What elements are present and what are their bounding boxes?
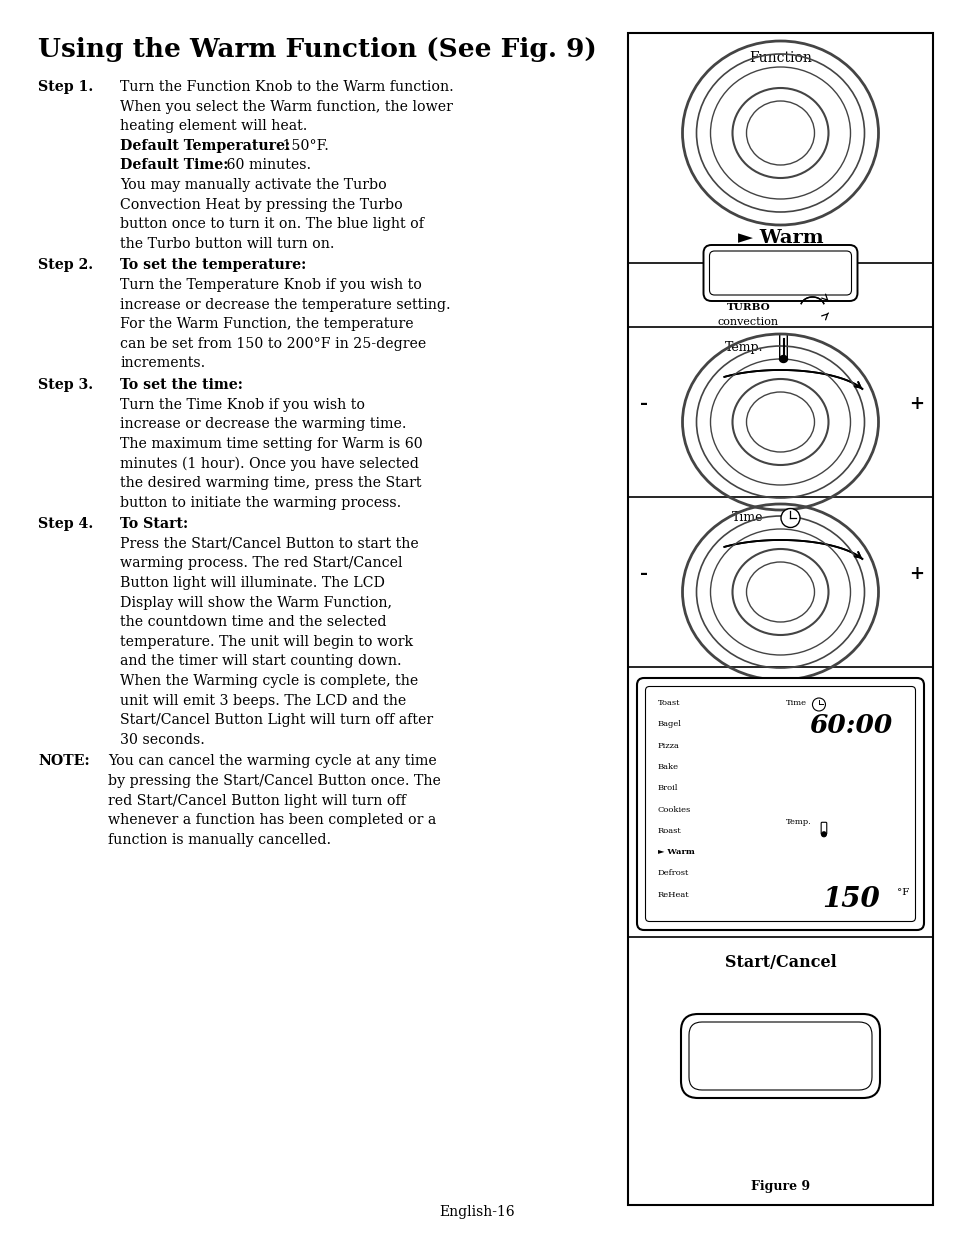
Text: 30 seconds.: 30 seconds.: [120, 732, 205, 747]
Bar: [627, 33, 932, 1205]
Text: Turn the Time Knob if you wish to: Turn the Time Knob if you wish to: [120, 398, 365, 411]
Text: Using the Warm Function (See Fig. 9): Using the Warm Function (See Fig. 9): [38, 37, 597, 62]
Text: Press the Start/Cancel Button to start the: Press the Start/Cancel Button to start t…: [120, 537, 418, 551]
Text: Pizza: Pizza: [658, 741, 679, 750]
Text: NOTE:: NOTE:: [38, 755, 90, 768]
Text: Step 3.: Step 3.: [38, 378, 93, 391]
FancyBboxPatch shape: [680, 1014, 879, 1098]
Ellipse shape: [821, 832, 825, 837]
Text: To Start:: To Start:: [120, 517, 188, 531]
Text: Turn the Temperature Knob if you wish to: Turn the Temperature Knob if you wish to: [120, 278, 421, 291]
Text: and the timer will start counting down.: and the timer will start counting down.: [120, 655, 401, 668]
FancyBboxPatch shape: [779, 333, 786, 358]
Text: Step 4.: Step 4.: [38, 517, 93, 531]
Text: temperature. The unit will begin to work: temperature. The unit will begin to work: [120, 635, 413, 648]
FancyBboxPatch shape: [709, 251, 851, 295]
Text: whenever a function has been completed or a: whenever a function has been completed o…: [108, 813, 436, 827]
Text: Toast: Toast: [658, 699, 679, 706]
Text: Broil: Broil: [658, 784, 678, 792]
Text: Bagel: Bagel: [658, 720, 681, 729]
Text: ReHeat: ReHeat: [658, 890, 689, 899]
Text: English-16: English-16: [438, 1205, 515, 1219]
Text: red Start/Cancel Button light will turn off: red Start/Cancel Button light will turn …: [108, 794, 406, 808]
Text: Turn the Function Knob to the Warm function.: Turn the Function Knob to the Warm funct…: [120, 80, 454, 94]
Text: increase or decrease the warming time.: increase or decrease the warming time.: [120, 417, 406, 431]
Text: Function: Function: [748, 51, 811, 65]
Text: Time: Time: [785, 699, 806, 706]
Text: unit will emit 3 beeps. The LCD and the: unit will emit 3 beeps. The LCD and the: [120, 694, 406, 708]
Text: Temp.: Temp.: [785, 819, 811, 826]
Text: Start/Cancel Button Light will turn off after: Start/Cancel Button Light will turn off …: [120, 713, 433, 727]
Ellipse shape: [779, 356, 786, 363]
Text: function is manually cancelled.: function is manually cancelled.: [108, 832, 331, 847]
Text: button to initiate the warming process.: button to initiate the warming process.: [120, 495, 401, 510]
Text: Bake: Bake: [658, 763, 679, 771]
Text: heating element will heat.: heating element will heat.: [120, 120, 307, 133]
Text: Cookies: Cookies: [658, 805, 691, 814]
Text: You may manually activate the Turbo: You may manually activate the Turbo: [120, 178, 386, 191]
Text: Time: Time: [731, 511, 762, 524]
Text: When you select the Warm function, the lower: When you select the Warm function, the l…: [120, 100, 453, 114]
Text: the Turbo button will turn on.: the Turbo button will turn on.: [120, 237, 335, 251]
Text: Button light will illuminate. The LCD: Button light will illuminate. The LCD: [120, 576, 385, 590]
Text: °F: °F: [896, 888, 908, 897]
Text: Temp.: Temp.: [724, 341, 762, 354]
Text: TURBO: TURBO: [726, 303, 770, 312]
Text: 150°F.: 150°F.: [277, 138, 328, 153]
Text: Defrost: Defrost: [658, 869, 689, 877]
Text: 60:00: 60:00: [809, 713, 892, 739]
Text: You can cancel the warming cycle at any time: You can cancel the warming cycle at any …: [108, 755, 436, 768]
FancyBboxPatch shape: [645, 687, 915, 921]
Text: +: +: [908, 395, 923, 412]
Text: Default Temperature:: Default Temperature:: [120, 138, 290, 153]
Text: convection: convection: [718, 317, 779, 327]
Text: Start/Cancel: Start/Cancel: [724, 953, 836, 971]
Text: button once to turn it on. The blue light of: button once to turn it on. The blue ligh…: [120, 217, 423, 231]
Ellipse shape: [781, 509, 800, 527]
FancyBboxPatch shape: [688, 1023, 871, 1091]
Text: For the Warm Function, the temperature: For the Warm Function, the temperature: [120, 317, 414, 331]
Text: Roast: Roast: [658, 826, 681, 835]
Text: +: +: [908, 564, 923, 583]
Text: Figure 9: Figure 9: [750, 1179, 809, 1193]
Text: 60 minutes.: 60 minutes.: [222, 158, 312, 173]
Text: the countdown time and the selected: the countdown time and the selected: [120, 615, 386, 629]
FancyBboxPatch shape: [702, 245, 857, 301]
Text: by pressing the Start/Cancel Button once. The: by pressing the Start/Cancel Button once…: [108, 774, 440, 788]
Ellipse shape: [812, 698, 824, 711]
Text: ► Warm: ► Warm: [737, 228, 822, 247]
Text: Display will show the Warm Function,: Display will show the Warm Function,: [120, 595, 392, 610]
Text: Step 2.: Step 2.: [38, 258, 93, 273]
Text: Convection Heat by pressing the Turbo: Convection Heat by pressing the Turbo: [120, 198, 402, 211]
Text: 150: 150: [821, 885, 880, 913]
Text: minutes (1 hour). Once you have selected: minutes (1 hour). Once you have selected: [120, 457, 418, 471]
Text: ► Warm: ► Warm: [658, 848, 694, 856]
Text: can be set from 150 to 200°F in 25-degree: can be set from 150 to 200°F in 25-degre…: [120, 337, 426, 351]
Text: increase or decrease the temperature setting.: increase or decrease the temperature set…: [120, 298, 450, 311]
Text: To set the time:: To set the time:: [120, 378, 243, 391]
FancyBboxPatch shape: [637, 678, 923, 930]
FancyBboxPatch shape: [821, 823, 826, 835]
Text: Step 1.: Step 1.: [38, 80, 93, 94]
Text: The maximum time setting for Warm is 60: The maximum time setting for Warm is 60: [120, 437, 422, 451]
Text: Default Time:: Default Time:: [120, 158, 228, 173]
Text: the desired warming time, press the Start: the desired warming time, press the Star…: [120, 475, 421, 490]
Text: When the Warming cycle is complete, the: When the Warming cycle is complete, the: [120, 674, 417, 688]
Text: -: -: [639, 395, 647, 412]
Text: increments.: increments.: [120, 357, 205, 370]
Text: To set the temperature:: To set the temperature:: [120, 258, 306, 273]
Text: -: -: [639, 564, 647, 583]
Text: warming process. The red Start/Cancel: warming process. The red Start/Cancel: [120, 557, 402, 571]
